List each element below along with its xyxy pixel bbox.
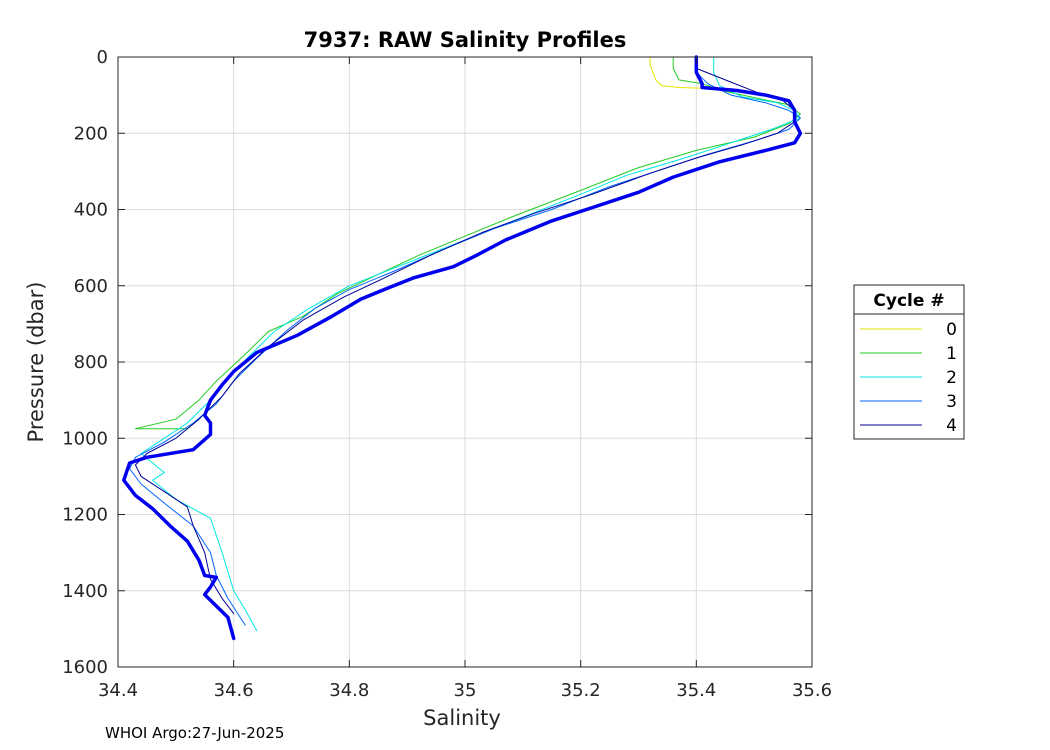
series-line-cycle-3	[129, 56, 801, 626]
series-line-highlight	[122, 55, 803, 641]
axis-ticks: 34.4 34.6 34.8 35 35.2 35.4 35.6 0 200 400 600 800 1…	[62, 47, 832, 701]
x-tick-label: 35.4	[676, 680, 716, 701]
legend-box	[853, 284, 965, 440]
legend-label: 1	[946, 344, 957, 364]
x-tick-label: 35.6	[792, 680, 832, 701]
legend: Cycle # 0 1 2 3 4	[853, 284, 965, 440]
chart-title: 7937: RAW Salinity Profiles	[304, 28, 627, 52]
x-tick-label: 34.6	[214, 680, 254, 701]
y-axis-title: Pressure (dbar)	[24, 282, 48, 443]
series-line-cycle-0	[649, 56, 703, 89]
y-tick-label: 800	[74, 352, 108, 373]
legend-label: 0	[946, 320, 957, 340]
legend-label: 4	[946, 416, 957, 436]
x-axis-title: Salinity	[423, 706, 501, 730]
y-tick-label: 1000	[62, 428, 108, 449]
series-layer	[122, 55, 803, 641]
x-tick-label: 35	[454, 680, 477, 701]
y-tick-label: 1200	[62, 505, 108, 526]
y-tick-label: 1400	[62, 581, 108, 602]
footer-credit: WHOI Argo:27-Jun-2025	[105, 724, 285, 742]
legend-label: 2	[946, 368, 957, 388]
y-tick-label: 200	[74, 123, 108, 144]
legend-label: 3	[946, 392, 957, 412]
x-tick-label: 35.2	[561, 680, 601, 701]
y-tick-label: 600	[74, 276, 108, 297]
x-tick-label: 34.4	[98, 680, 138, 701]
series-line-cycle-2	[140, 56, 801, 632]
y-tick-label: 1600	[62, 657, 108, 678]
legend-items: 0 1 2 3 4	[860, 320, 957, 436]
x-tick-label: 34.8	[329, 680, 369, 701]
y-tick-label: 0	[97, 47, 108, 68]
legend-title: Cycle #	[873, 291, 944, 311]
y-tick-label: 400	[74, 200, 108, 221]
